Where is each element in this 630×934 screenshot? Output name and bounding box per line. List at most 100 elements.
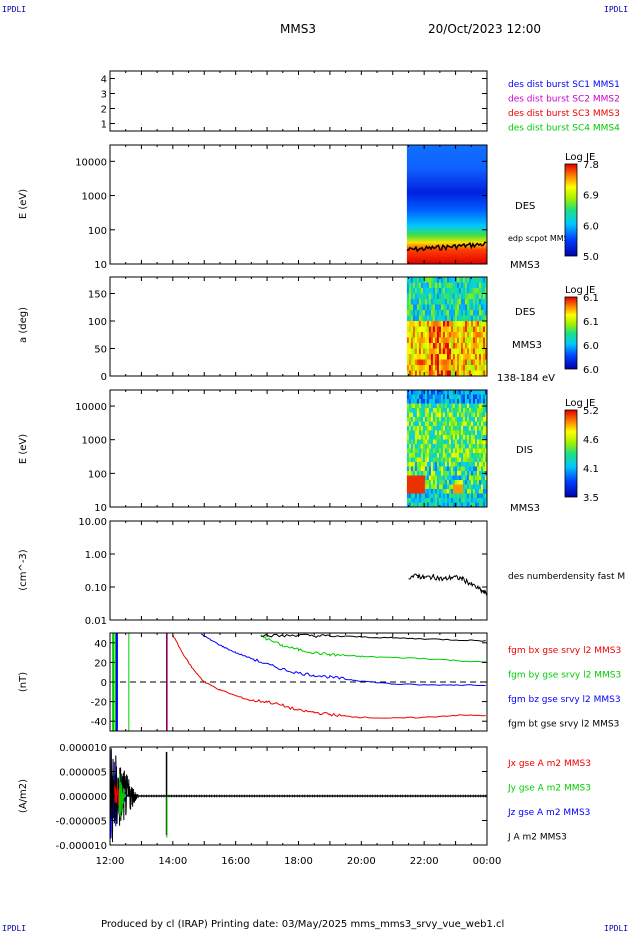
dis-heatmap-cell <box>464 489 468 494</box>
pitch-heatmap-cell <box>432 348 436 355</box>
pitch-heatmap-cell <box>418 348 422 355</box>
pitch-heatmap-cell <box>464 348 468 355</box>
pitch-heatmap-cell <box>474 304 478 311</box>
dis-energy-panel-ytick-label: 10 <box>94 503 107 514</box>
dis-heatmap-cell <box>408 417 412 422</box>
pitch-heatmap-cell <box>414 315 418 322</box>
dis-heatmap-cell <box>466 453 470 458</box>
pitch-heatmap-cell <box>458 365 462 371</box>
time-axis-tick-label: 16:00 <box>221 856 250 867</box>
pitch-heatmap-cell <box>460 343 464 349</box>
dis-heatmap-cell <box>464 394 468 400</box>
pitch-heatmap-cell <box>416 348 420 355</box>
dis-heatmap-cell <box>420 426 424 431</box>
dis-heatmap-cell <box>432 408 436 413</box>
pitch-heatmap-cell <box>482 337 486 344</box>
dis-heatmap-cell <box>416 471 420 476</box>
dis-heatmap-cell <box>442 439 446 445</box>
dis-heatmap-cell <box>446 453 450 458</box>
dis-heatmap-cell <box>446 466 450 472</box>
dis-heatmap-cell <box>458 502 462 508</box>
dis-heatmap-cell <box>470 444 474 449</box>
dis-heatmap-cell <box>406 475 410 481</box>
pitch-heatmap-cell <box>432 365 436 371</box>
pitch-heatmap-cell <box>442 310 446 316</box>
pitch-heatmap-cell <box>464 343 468 349</box>
pitch-heatmap-cell <box>434 343 438 349</box>
dis-heatmap-cell <box>444 462 448 467</box>
dis-heatmap-cell <box>456 462 460 467</box>
dis-heatmap-cell <box>470 430 474 436</box>
pitch-heatmap-cell <box>416 282 420 289</box>
des-energy-panel-ytick-label: 10 <box>94 260 107 271</box>
dis-heatmap-cell <box>485 412 488 418</box>
pitch-heatmap-cell <box>474 299 478 305</box>
pitch-heatmap-cell <box>464 359 468 366</box>
dis-heatmap-cell <box>470 412 474 418</box>
dis-heatmap-cell <box>446 408 450 413</box>
dis-heatmap-cell <box>456 457 460 463</box>
dis-heatmap-cell <box>416 484 420 490</box>
pitch-heatmap-cell <box>444 304 448 311</box>
pitch-heatmap-cell <box>452 288 456 294</box>
pitch-heatmap-cell <box>464 288 468 294</box>
dis-heatmap-cell <box>462 417 466 422</box>
pitch-heatmap-cell <box>468 354 472 360</box>
pitch-heatmap-cell <box>430 310 434 316</box>
dis-heatmap-cell <box>448 444 452 449</box>
pitch-heatmap-cell <box>410 293 414 300</box>
dis-heatmap-cell <box>410 439 414 445</box>
dis-heatmap-cell <box>452 444 456 449</box>
dis-heatmap-cell <box>485 444 488 449</box>
dis-heatmap-cell <box>424 403 428 409</box>
dis-heatmap-cell <box>440 489 444 494</box>
dis-energy-panel-colorbar-title: Log JE <box>565 398 595 409</box>
dis-heatmap-cell <box>444 493 448 499</box>
dis-heatmap-cell <box>485 394 488 400</box>
pitch-heatmap-cell <box>428 277 432 283</box>
dis-heatmap-cell <box>454 462 458 467</box>
dis-heatmap-cell <box>468 475 472 481</box>
dis-heatmap-cell <box>448 502 452 508</box>
dis-heatmap-cell <box>480 439 484 445</box>
pitch-heatmap-cell <box>414 348 418 355</box>
bfield-panel-ytick-label: 0 <box>101 678 107 689</box>
dis-heatmap-cell <box>434 462 438 467</box>
pitch-heatmap-cell <box>464 370 468 377</box>
dis-heatmap-cell <box>410 430 414 436</box>
dis-heatmap-cell <box>444 466 448 472</box>
dis-heatmap-cell <box>438 444 442 449</box>
pitch-heatmap-cell <box>432 354 436 360</box>
dis-heatmap-cell <box>414 471 418 476</box>
dis-heatmap-cell <box>416 462 420 467</box>
bfield-series-line <box>172 634 486 719</box>
dis-heatmap-cell <box>474 421 478 427</box>
pitch-heatmap-cell <box>478 326 482 333</box>
dis-heatmap-cell <box>458 466 462 472</box>
dis-heatmap-cell <box>432 480 436 485</box>
pitch-heatmap-cell <box>482 359 486 366</box>
dis-heatmap-cell <box>406 421 410 427</box>
pitch-heatmap-cell <box>458 326 462 333</box>
pitch-heatmap-cell <box>452 321 456 327</box>
pitch-heatmap-cell <box>448 304 452 311</box>
dis-heatmap-cell <box>462 502 466 508</box>
des-pitch-panel-ytick-label: 150 <box>88 290 107 301</box>
current-panel-ytick-label: 0.000000 <box>59 792 107 803</box>
dis-heatmap-cell <box>420 390 424 395</box>
dis-heatmap-cell <box>438 480 442 485</box>
pitch-heatmap-cell <box>438 282 442 289</box>
dis-heatmap-cell <box>460 471 464 476</box>
pitch-heatmap-cell <box>454 343 458 349</box>
dis-heatmap-cell <box>408 448 412 454</box>
pitch-heatmap-cell <box>412 299 416 305</box>
pitch-heatmap-cell <box>452 332 456 338</box>
dis-heatmap-cell <box>430 498 434 503</box>
dis-heatmap-cell <box>450 412 454 418</box>
dis-heatmap-cell <box>472 421 476 427</box>
dis-heatmap-cell <box>410 453 414 458</box>
dis-heatmap-cell <box>420 421 424 427</box>
dis-energy-panel-ytick-label: 100 <box>88 469 107 480</box>
dis-heatmap-cell <box>482 484 486 490</box>
pitch-heatmap-cell <box>426 277 430 283</box>
